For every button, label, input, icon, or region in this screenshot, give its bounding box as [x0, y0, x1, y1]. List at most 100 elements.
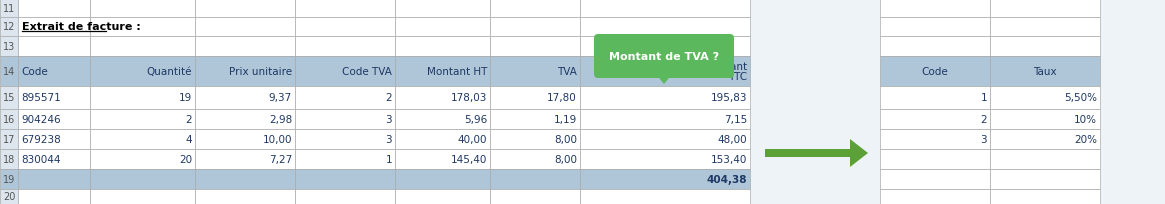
Bar — [295, 149, 395, 169]
Bar — [580, 57, 750, 86]
Bar — [990, 129, 1100, 149]
Text: 195,83: 195,83 — [711, 93, 747, 103]
Bar — [195, 86, 295, 110]
Text: 7,27: 7,27 — [269, 154, 292, 164]
Bar — [580, 189, 750, 204]
Bar — [395, 18, 490, 37]
Bar — [580, 149, 750, 169]
Text: 8,00: 8,00 — [555, 154, 577, 164]
Text: 153,40: 153,40 — [711, 154, 747, 164]
Text: 5,50%: 5,50% — [1064, 93, 1097, 103]
Bar — [880, 169, 990, 189]
Bar — [295, 169, 395, 189]
Bar — [490, 149, 580, 169]
Text: 2,98: 2,98 — [269, 114, 292, 124]
Text: 2: 2 — [185, 114, 192, 124]
Text: 2: 2 — [386, 93, 391, 103]
Bar — [580, 0, 750, 18]
Text: 145,40: 145,40 — [451, 154, 487, 164]
Bar — [17, 86, 90, 110]
Text: Montant HT: Montant HT — [426, 67, 487, 77]
Bar — [880, 189, 990, 204]
Bar — [880, 110, 990, 129]
FancyBboxPatch shape — [594, 35, 734, 79]
Text: 17: 17 — [2, 134, 15, 144]
Text: Extrait de facture :: Extrait de facture : — [22, 22, 141, 32]
Bar — [90, 149, 195, 169]
Text: 1,19: 1,19 — [553, 114, 577, 124]
Bar — [580, 18, 750, 37]
Bar — [990, 149, 1100, 169]
Bar — [195, 129, 295, 149]
Bar — [17, 169, 90, 189]
Bar — [0, 0, 17, 18]
Bar — [90, 18, 195, 37]
Bar — [580, 129, 750, 149]
Bar — [295, 86, 395, 110]
Bar — [90, 0, 195, 18]
Bar — [90, 169, 195, 189]
Text: 19: 19 — [2, 174, 15, 184]
Bar — [0, 18, 17, 37]
Bar — [90, 37, 195, 57]
Bar — [490, 169, 580, 189]
Bar — [90, 189, 195, 204]
Bar — [195, 110, 295, 129]
Bar — [395, 110, 490, 129]
Bar — [0, 110, 17, 129]
Bar — [17, 37, 90, 57]
Bar — [90, 57, 195, 86]
Bar — [395, 169, 490, 189]
Bar — [195, 149, 295, 169]
Text: 3: 3 — [386, 114, 391, 124]
Text: Code TVA: Code TVA — [343, 67, 391, 77]
Text: 20%: 20% — [1074, 134, 1097, 144]
Bar — [395, 149, 490, 169]
Text: 17,80: 17,80 — [548, 93, 577, 103]
Text: 13: 13 — [2, 42, 15, 52]
Text: 8,00: 8,00 — [555, 134, 577, 144]
Bar — [880, 0, 990, 18]
Text: 12: 12 — [2, 22, 15, 32]
Bar — [195, 169, 295, 189]
Bar — [490, 189, 580, 204]
Text: 11: 11 — [2, 4, 15, 14]
Bar — [490, 18, 580, 37]
Text: 7,15: 7,15 — [723, 114, 747, 124]
Bar — [395, 129, 490, 149]
Bar — [990, 110, 1100, 129]
Bar — [880, 86, 990, 110]
Text: 679238: 679238 — [21, 134, 61, 144]
Text: 18: 18 — [2, 154, 15, 164]
Bar — [90, 110, 195, 129]
Text: 4: 4 — [185, 134, 192, 144]
Bar — [295, 110, 395, 129]
Bar — [195, 37, 295, 57]
Text: 10%: 10% — [1074, 114, 1097, 124]
Bar — [295, 0, 395, 18]
Bar — [580, 169, 750, 189]
Polygon shape — [765, 139, 868, 167]
Bar — [0, 37, 17, 57]
Text: 15: 15 — [2, 93, 15, 103]
Text: 10,00: 10,00 — [262, 134, 292, 144]
Bar — [990, 169, 1100, 189]
Text: 404,38: 404,38 — [706, 174, 747, 184]
Bar — [580, 37, 750, 57]
Bar — [17, 57, 90, 86]
Bar — [0, 57, 17, 86]
Bar — [0, 189, 17, 204]
Bar — [0, 149, 17, 169]
Bar — [880, 57, 990, 86]
Text: Prix unitaire: Prix unitaire — [228, 67, 292, 77]
Bar — [990, 189, 1100, 204]
Bar — [195, 57, 295, 86]
Bar — [490, 129, 580, 149]
Text: Montant de TVA ?: Montant de TVA ? — [609, 52, 719, 62]
Text: 20: 20 — [2, 192, 15, 202]
Bar — [395, 189, 490, 204]
Bar — [580, 86, 750, 110]
Bar — [295, 189, 395, 204]
Text: 1: 1 — [386, 154, 391, 164]
Bar — [195, 0, 295, 18]
